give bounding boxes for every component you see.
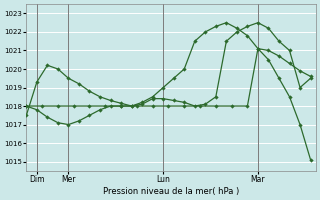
X-axis label: Pression niveau de la mer( hPa ): Pression niveau de la mer( hPa )	[103, 187, 239, 196]
